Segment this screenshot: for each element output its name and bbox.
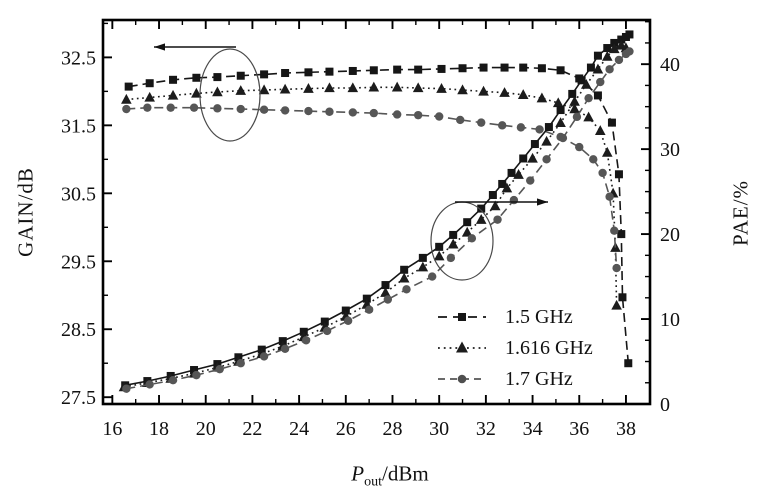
svg-text:22: 22 xyxy=(242,418,262,440)
svg-text:18: 18 xyxy=(149,418,169,440)
svg-text:20: 20 xyxy=(196,418,216,440)
svg-text:32.5: 32.5 xyxy=(61,47,96,69)
legend: 1.5 GHz 1.616 GHz 1.7 GHz xyxy=(437,302,593,394)
square-dash-line-icon xyxy=(438,313,486,321)
svg-text:29.5: 29.5 xyxy=(61,251,96,273)
x-axis-title-unit: /dBm xyxy=(382,461,429,486)
legend-item-1-5-ghz: 1.5 GHz xyxy=(437,302,593,332)
x-axis-title: Pout/dBm xyxy=(351,461,428,490)
svg-text:32: 32 xyxy=(476,418,496,440)
right-axis-title: PAE/% xyxy=(728,179,753,247)
svg-text:20: 20 xyxy=(660,224,680,246)
legend-item-1-616-ghz: 1.616 GHz xyxy=(437,333,593,363)
svg-text:36: 36 xyxy=(569,418,589,440)
svg-text:27.5: 27.5 xyxy=(61,387,96,409)
svg-text:28.5: 28.5 xyxy=(61,319,96,341)
svg-text:30: 30 xyxy=(660,139,680,161)
svg-text:34: 34 xyxy=(523,418,543,440)
svg-text:16: 16 xyxy=(102,418,122,440)
svg-text:24: 24 xyxy=(289,418,309,440)
triangle-dot-line-icon xyxy=(438,341,486,353)
svg-text:38: 38 xyxy=(616,418,636,440)
svg-text:26: 26 xyxy=(336,418,356,440)
svg-text:28: 28 xyxy=(382,418,402,440)
svg-text:30: 30 xyxy=(429,418,449,440)
legend-item-1-7-ghz: 1.7 GHz xyxy=(437,364,593,394)
circle-dash-line-icon xyxy=(438,374,486,384)
svg-text:0: 0 xyxy=(660,394,670,416)
svg-text:30.5: 30.5 xyxy=(61,183,96,205)
legend-label: 1.5 GHz xyxy=(505,306,573,328)
left-axis-title: GAIN/dB xyxy=(13,167,38,257)
legend-label: 1.616 GHz xyxy=(505,337,593,359)
svg-text:10: 10 xyxy=(660,309,680,331)
svg-text:40: 40 xyxy=(660,54,680,76)
svg-text:31.5: 31.5 xyxy=(61,115,96,137)
legend-label: 1.7 GHz xyxy=(505,368,573,390)
x-axis-title-subscript: out xyxy=(364,474,383,490)
x-axis-title-symbol: P xyxy=(351,461,365,486)
